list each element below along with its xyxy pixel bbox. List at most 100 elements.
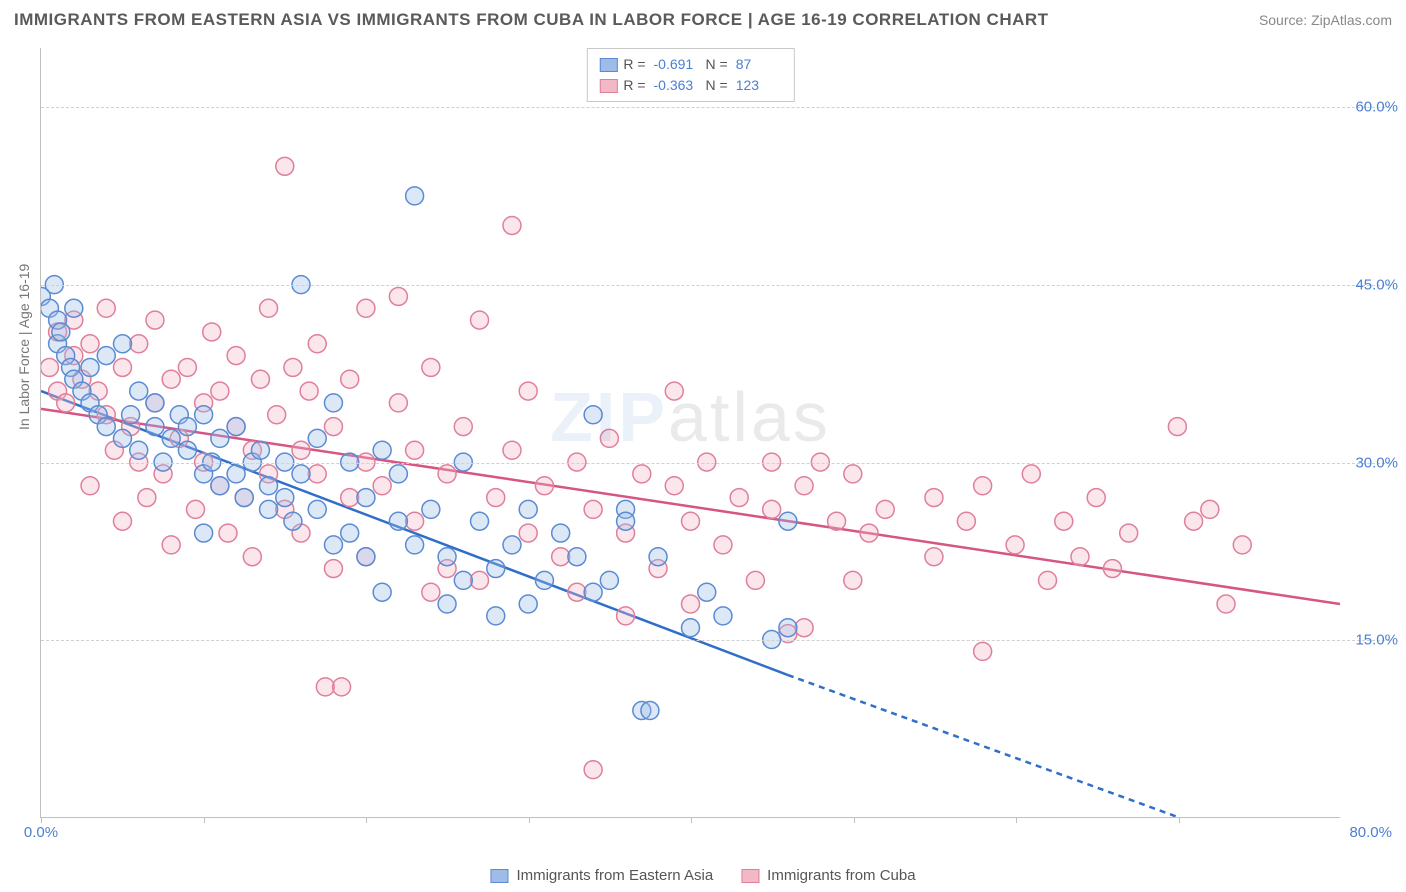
scatter-point-b: [341, 489, 359, 507]
x-tick-mark: [691, 817, 692, 823]
scatter-point-a: [211, 477, 229, 495]
scatter-point-b: [219, 524, 237, 542]
scatter-point-b: [454, 418, 472, 436]
scatter-point-a: [454, 571, 472, 589]
x-tick-mark: [41, 817, 42, 823]
scatter-point-a: [535, 571, 553, 589]
scatter-point-b: [97, 299, 115, 317]
scatter-point-b: [284, 358, 302, 376]
scatter-point-b: [584, 761, 602, 779]
scatter-point-a: [552, 524, 570, 542]
r-value-b: -0.363: [652, 75, 700, 96]
scatter-point-b: [178, 358, 196, 376]
scatter-point-b: [471, 311, 489, 329]
scatter-point-b: [333, 678, 351, 696]
scatter-point-a: [178, 418, 196, 436]
scatter-point-a: [114, 335, 132, 353]
scatter-point-b: [714, 536, 732, 554]
x-tick-mark: [1179, 817, 1180, 823]
scatter-point-b: [974, 477, 992, 495]
scatter-point-a: [600, 571, 618, 589]
scatter-point-a: [487, 607, 505, 625]
series-a-name: Immigrants from Eastern Asia: [516, 867, 713, 884]
scatter-point-b: [138, 489, 156, 507]
scatter-point-a: [641, 702, 659, 720]
scatter-point-a: [373, 583, 391, 601]
scatter-point-a: [438, 548, 456, 566]
chart-title: IMMIGRANTS FROM EASTERN ASIA VS IMMIGRAN…: [14, 10, 1049, 30]
bottom-legend: Immigrants from Eastern Asia Immigrants …: [490, 867, 915, 884]
scatter-point-b: [130, 335, 148, 353]
scatter-point-a: [308, 500, 326, 518]
scatter-point-b: [276, 157, 294, 175]
gridline: [41, 463, 1390, 464]
scatter-point-a: [97, 347, 115, 365]
scatter-point-a: [389, 465, 407, 483]
legend-item-b: Immigrants from Cuba: [741, 867, 915, 884]
scatter-point-b: [957, 512, 975, 530]
scatter-point-a: [260, 500, 278, 518]
scatter-point-b: [389, 287, 407, 305]
scatter-point-a: [389, 512, 407, 530]
scatter-point-a: [568, 548, 586, 566]
x-tick-mark: [854, 817, 855, 823]
scatter-point-b: [925, 548, 943, 566]
scatter-point-b: [876, 500, 894, 518]
scatter-point-a: [341, 524, 359, 542]
r-value-a: -0.691: [652, 54, 700, 75]
scatter-point-a: [251, 441, 269, 459]
scatter-point-b: [860, 524, 878, 542]
scatter-point-a: [227, 465, 245, 483]
scatter-point-a: [122, 406, 140, 424]
scatter-point-a: [276, 489, 294, 507]
scatter-point-b: [187, 500, 205, 518]
scatter-point-b: [211, 382, 229, 400]
scatter-point-a: [584, 406, 602, 424]
scatter-point-b: [227, 347, 245, 365]
scatter-point-b: [422, 583, 440, 601]
scatter-point-b: [828, 512, 846, 530]
scatter-point-b: [682, 595, 700, 613]
scatter-point-a: [146, 418, 164, 436]
y-axis-label: In Labor Force | Age 16-19: [16, 264, 32, 430]
swatch-series-b: [741, 869, 759, 883]
scatter-point-a: [503, 536, 521, 554]
scatter-points-layer: [41, 48, 1340, 817]
scatter-point-b: [844, 571, 862, 589]
scatter-point-a: [406, 187, 424, 205]
scatter-point-a: [162, 429, 180, 447]
scatter-point-b: [665, 382, 683, 400]
scatter-point-b: [552, 548, 570, 566]
gridline: [41, 107, 1390, 108]
legend-row-a: R = -0.691 N = 87: [599, 54, 781, 75]
scatter-point-b: [81, 477, 99, 495]
scatter-point-b: [243, 548, 261, 566]
scatter-point-b: [406, 441, 424, 459]
scatter-point-b: [665, 477, 683, 495]
scatter-point-b: [114, 358, 132, 376]
scatter-point-a: [227, 418, 245, 436]
scatter-point-b: [41, 358, 58, 376]
scatter-point-b: [974, 642, 992, 660]
gridline: [41, 640, 1390, 641]
gridline: [41, 285, 1390, 286]
scatter-point-a: [471, 512, 489, 530]
scatter-point-b: [746, 571, 764, 589]
scatter-point-b: [324, 560, 342, 578]
scatter-point-b: [162, 536, 180, 554]
scatter-point-a: [195, 524, 213, 542]
swatch-series-b: [599, 79, 617, 93]
swatch-series-a: [490, 869, 508, 883]
scatter-point-a: [130, 441, 148, 459]
scatter-point-b: [1022, 465, 1040, 483]
scatter-point-b: [357, 299, 375, 317]
scatter-point-b: [389, 394, 407, 412]
scatter-point-b: [1039, 571, 1057, 589]
scatter-point-a: [97, 418, 115, 436]
scatter-point-b: [568, 583, 586, 601]
scatter-point-a: [617, 512, 635, 530]
scatter-point-a: [211, 429, 229, 447]
scatter-point-a: [714, 607, 732, 625]
scatter-point-b: [1217, 595, 1235, 613]
scatter-point-b: [203, 323, 221, 341]
